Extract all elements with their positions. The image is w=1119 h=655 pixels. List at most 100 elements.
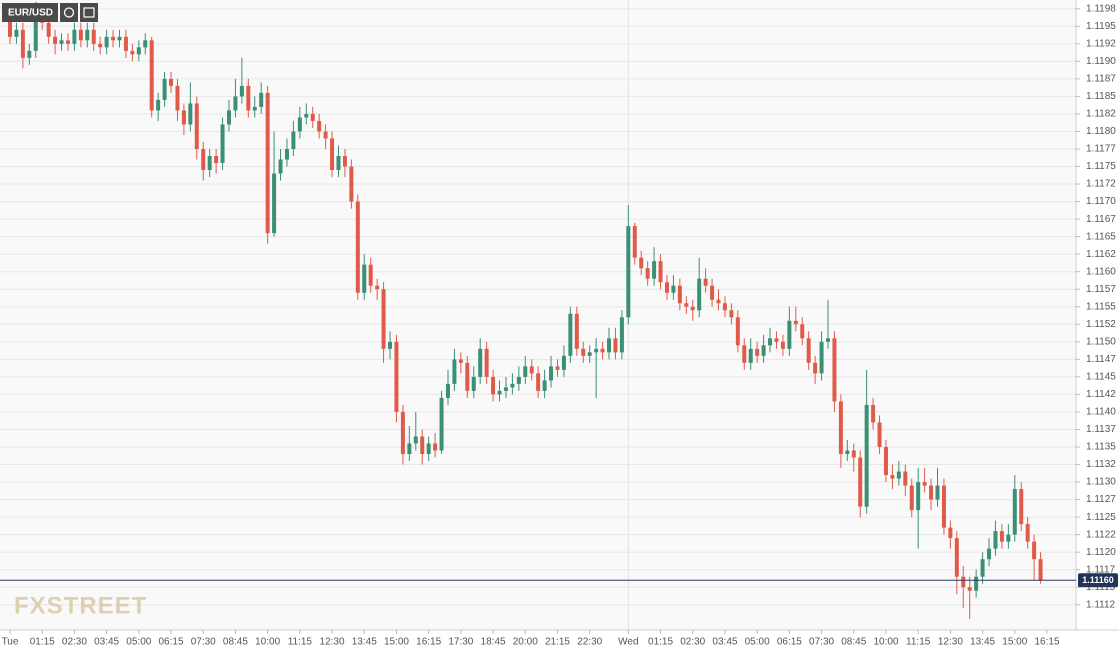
candle-body	[787, 320, 792, 349]
candle-body	[72, 29, 77, 44]
ticker-box	[2, 3, 58, 22]
candle-body	[310, 113, 315, 121]
candle-body	[59, 40, 64, 44]
y-tick-label: 1.1140	[1086, 407, 1116, 418]
y-tick-label: 1.1120	[1086, 547, 1116, 558]
candle-body	[600, 348, 605, 353]
candle-body	[98, 43, 103, 48]
candle-body	[929, 485, 934, 500]
candle-body	[439, 397, 444, 451]
candle-body	[967, 587, 972, 591]
candle-body	[491, 376, 496, 395]
candle-body	[858, 457, 863, 507]
plot-area	[0, 0, 1076, 630]
y-tick-label: 1.1125	[1086, 512, 1116, 523]
candle-body	[407, 443, 412, 455]
candle-body	[903, 471, 908, 486]
x-tick-label: Tue	[2, 637, 19, 648]
candle-body	[780, 341, 785, 349]
refresh-button[interactable]	[60, 3, 78, 22]
candle-body	[220, 124, 225, 164]
candle-body	[529, 366, 534, 374]
candle-body	[465, 362, 470, 391]
candle-body	[458, 359, 463, 363]
candle-body	[214, 156, 219, 164]
candle-body	[561, 355, 566, 370]
candle-body	[162, 78, 167, 100]
candle-body	[1032, 541, 1037, 560]
candle-body	[452, 359, 457, 384]
candle-body	[587, 352, 592, 356]
candle-body	[497, 390, 502, 395]
candle-body	[800, 324, 805, 339]
candle-body	[355, 201, 360, 293]
candle-body	[156, 99, 161, 111]
x-tick-label: 20:00	[513, 637, 538, 648]
candle-body	[987, 548, 992, 560]
x-tick-label: 07:30	[191, 637, 216, 648]
x-tick-label: 22:30	[577, 637, 602, 648]
candle-body	[104, 36, 109, 48]
y-tick-label: 1.1185	[1086, 91, 1116, 102]
x-tick-label: 21:15	[545, 637, 570, 648]
candle-body	[78, 29, 83, 41]
candle-body	[568, 313, 573, 356]
candle-body	[14, 29, 19, 37]
y-tick-label: 1.1112	[1086, 599, 1116, 610]
candle-body	[722, 303, 727, 311]
y-tick-label: 1.1155	[1086, 301, 1116, 312]
candle-body	[922, 482, 927, 486]
candle-body	[388, 341, 393, 349]
candle-body	[252, 106, 257, 111]
candle-body	[877, 422, 882, 447]
x-tick-label: 03:45	[712, 637, 737, 648]
candle-body	[980, 559, 985, 577]
candle-body	[516, 376, 521, 384]
candle-body	[742, 345, 747, 363]
candle-body	[111, 36, 116, 41]
price-label: 1.11160	[1082, 575, 1114, 585]
candle-body	[342, 156, 347, 167]
candle-body	[239, 85, 244, 97]
candle-body	[941, 485, 946, 528]
candle-body	[890, 475, 895, 479]
y-tick-label: 1.1177	[1086, 144, 1116, 155]
candle-body	[471, 376, 476, 391]
candle-body	[916, 482, 921, 511]
x-tick-label: 18:45	[481, 637, 506, 648]
candle-body	[594, 348, 599, 353]
x-tick-label: 12:30	[938, 637, 963, 648]
candle-body	[375, 285, 380, 290]
candle-body	[136, 47, 141, 55]
candle-body	[85, 29, 90, 41]
candle-body	[181, 110, 186, 125]
candle-body	[613, 338, 618, 353]
candle-body	[729, 310, 734, 318]
y-tick-label: 1.1115	[1086, 582, 1116, 593]
candle-body	[143, 40, 148, 48]
y-tick-label: 1.1145	[1086, 372, 1116, 383]
y-tick-label: 1.1172	[1086, 179, 1116, 190]
candle-body	[999, 531, 1004, 542]
y-tick-label: 1.1147	[1086, 354, 1116, 365]
candle-body	[664, 282, 669, 293]
candle-body	[130, 50, 135, 55]
candle-body	[278, 159, 283, 174]
candle-body	[445, 383, 450, 398]
candle-body	[420, 436, 425, 455]
x-tick-label: 06:15	[777, 637, 802, 648]
candle-body	[349, 166, 354, 202]
candle-body	[619, 317, 624, 353]
y-tick-label: 1.1198	[1086, 3, 1116, 14]
y-tick-label: 1.1132	[1086, 459, 1116, 470]
candle-body	[883, 446, 888, 476]
x-tick-label: 06:15	[159, 637, 184, 648]
candle-body	[935, 485, 940, 500]
settings-button[interactable]	[80, 3, 98, 22]
candle-body	[658, 261, 663, 283]
candle-body	[851, 450, 856, 458]
candle-body	[703, 278, 708, 286]
candle-body	[413, 436, 418, 444]
x-tick-label: 01:15	[648, 637, 673, 648]
